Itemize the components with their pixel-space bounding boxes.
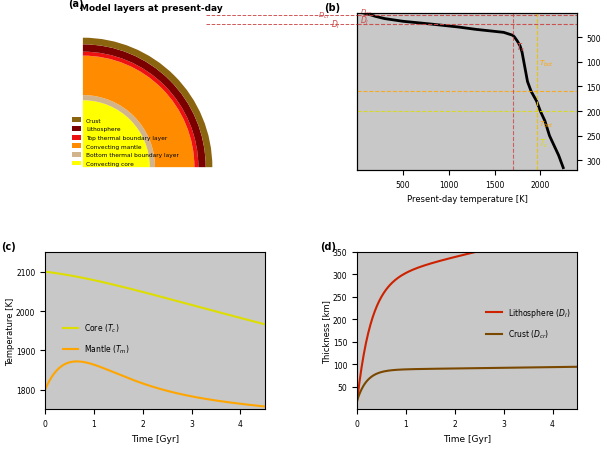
Text: $D_{cr}$: $D_{cr}$ <box>317 11 330 21</box>
Text: $D_l$: $D_l$ <box>331 19 340 31</box>
Wedge shape <box>83 53 198 168</box>
Wedge shape <box>83 96 155 168</box>
X-axis label: Present-day temperature [K]: Present-day temperature [K] <box>407 195 528 204</box>
Text: $T_s$: $T_s$ <box>516 41 525 54</box>
Text: $T_{bot}$: $T_{bot}$ <box>540 120 554 130</box>
Text: (a): (a) <box>68 0 84 10</box>
Wedge shape <box>83 39 212 168</box>
Text: (c): (c) <box>1 241 16 251</box>
X-axis label: Time [Gyr]: Time [Gyr] <box>443 434 491 443</box>
Legend: Crust, Lithosphere, Top thermal boundary layer, Convecting mantle, Bottom therma: Crust, Lithosphere, Top thermal boundary… <box>71 117 180 168</box>
Text: (d): (d) <box>320 241 336 251</box>
Wedge shape <box>83 45 206 168</box>
Text: $T_{bot}$: $T_{bot}$ <box>540 58 554 68</box>
Y-axis label: Temperature [K]: Temperature [K] <box>5 297 14 365</box>
Wedge shape <box>83 101 150 168</box>
Text: $T_c$: $T_c$ <box>540 137 549 150</box>
X-axis label: Time [Gyr]: Time [Gyr] <box>131 434 179 443</box>
Text: $D_l$: $D_l$ <box>360 15 369 27</box>
Wedge shape <box>83 56 194 168</box>
Legend: Core ($T_c$), Mantle ($T_m$): Core ($T_c$), Mantle ($T_m$) <box>60 319 133 359</box>
Y-axis label: Thickness [km]: Thickness [km] <box>323 299 331 363</box>
Legend: Lithosphere ($D_l$), Crust ($D_{cr}$): Lithosphere ($D_l$), Crust ($D_{cr}$) <box>483 303 573 343</box>
Text: Model layers at present-day: Model layers at present-day <box>80 4 223 13</box>
Text: $D_{cr}$: $D_{cr}$ <box>360 8 372 18</box>
Text: (b): (b) <box>324 3 340 12</box>
